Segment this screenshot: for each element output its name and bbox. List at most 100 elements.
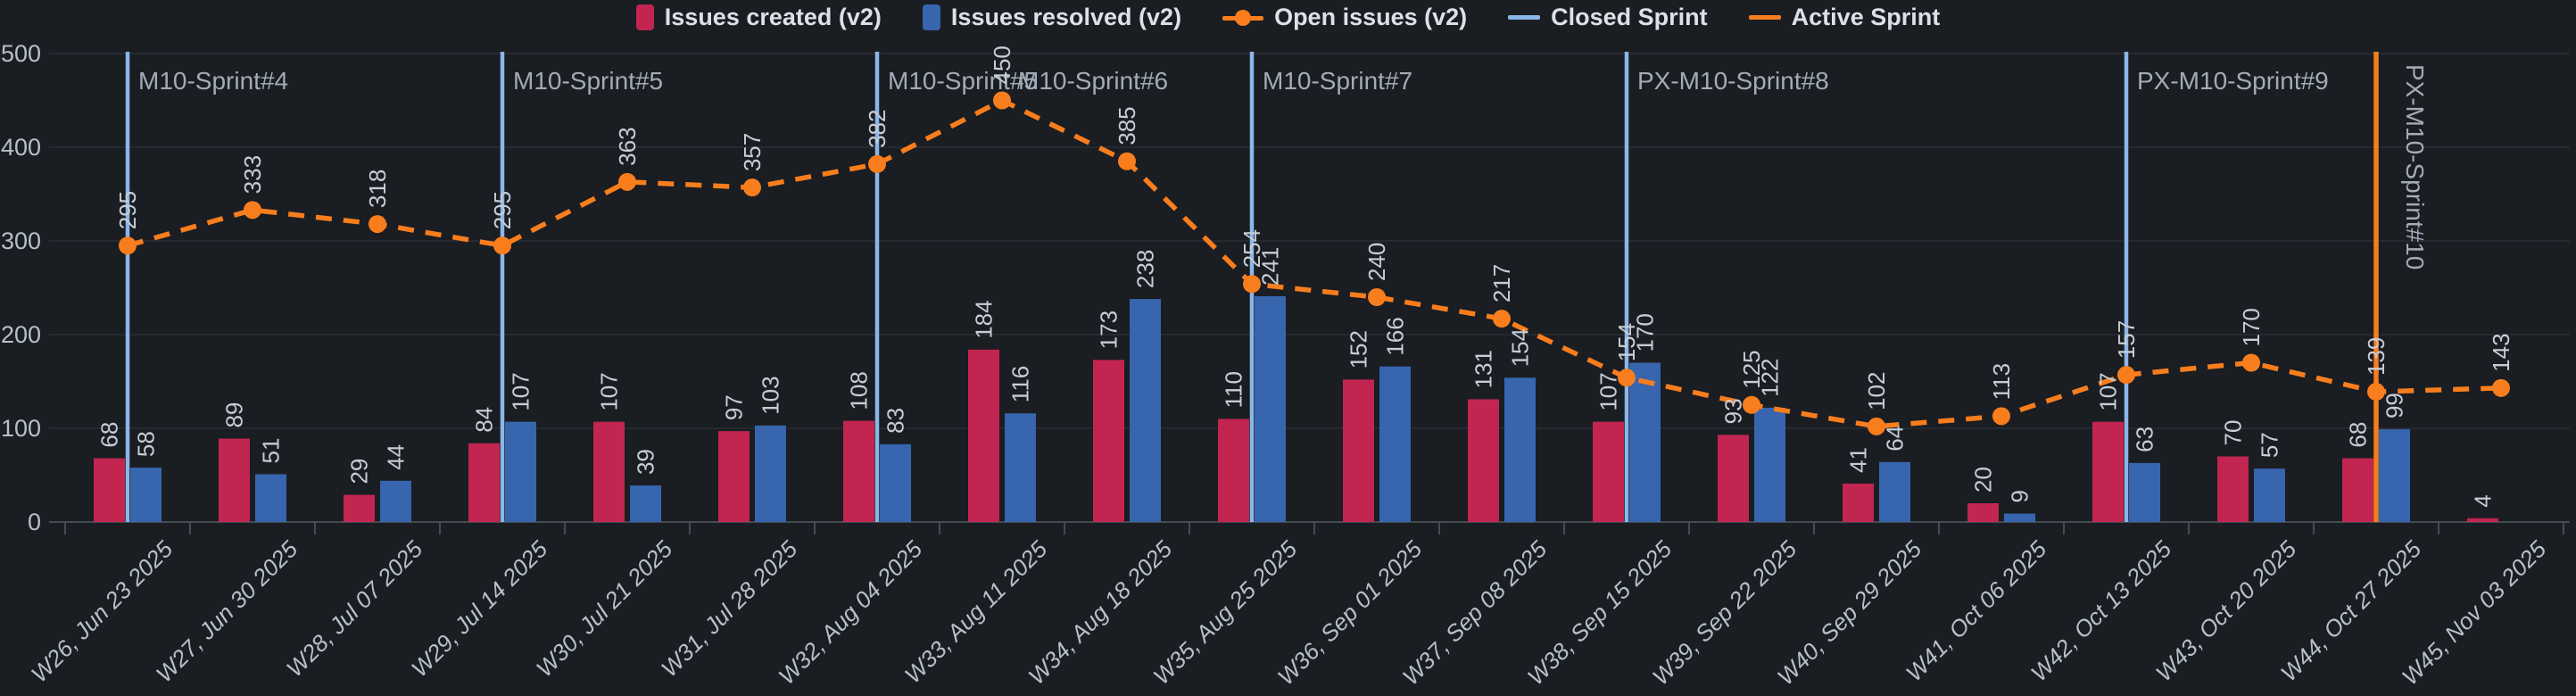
open-issues-point[interactable]	[1368, 288, 1386, 306]
bar-resolved[interactable]	[505, 421, 536, 522]
created-value-label: 184	[971, 300, 998, 338]
bar-resolved[interactable]	[255, 474, 286, 522]
y-axis-tick-label: 400	[1, 134, 41, 161]
bar-created[interactable]	[1593, 421, 1624, 522]
open-value-label: 154	[1613, 323, 1640, 361]
open-value-label: 157	[2113, 320, 2140, 359]
legend-line-swatch	[1748, 15, 1781, 20]
bar-resolved[interactable]	[2254, 468, 2285, 522]
open-issues-point[interactable]	[119, 236, 137, 255]
bar-created[interactable]	[219, 438, 250, 522]
resolved-value-label: 58	[133, 431, 160, 457]
bar-created[interactable]	[2467, 518, 2498, 522]
open-issues-point[interactable]	[743, 178, 761, 197]
bars-issues-created[interactable]	[94, 349, 2498, 523]
bar-resolved[interactable]	[2379, 429, 2410, 522]
open-value-label: 240	[1363, 243, 1390, 281]
created-value-label: 107	[596, 372, 623, 410]
open-issues-point[interactable]	[993, 91, 1011, 110]
bar-created[interactable]	[718, 431, 750, 522]
created-value-label: 107	[2095, 372, 2122, 410]
chart-legend: Issues created (v2) Issues resolved (v2) O…	[0, 4, 2576, 31]
resolved-value-label: 122	[1757, 359, 1784, 397]
legend-item-open-issues-v2[interactable]: Open issues (v2)	[1222, 4, 1467, 31]
bar-resolved[interactable]	[630, 485, 661, 522]
created-value-label: 152	[1346, 330, 1372, 369]
bar-resolved[interactable]	[1754, 407, 1785, 522]
open-issues-point[interactable]	[1743, 395, 1760, 414]
created-value-label: 108	[846, 371, 873, 410]
legend-item-issues-created-v2[interactable]: Issues created (v2)	[635, 4, 882, 31]
open-issues-point[interactable]	[1243, 275, 1261, 294]
legend-item-active-sprint[interactable]: Active Sprint	[1748, 4, 1941, 31]
bar-created[interactable]	[2092, 421, 2124, 522]
open-issues-point[interactable]	[244, 201, 261, 220]
created-value-label: 173	[1096, 311, 1122, 349]
bars-issues-resolved[interactable]	[130, 295, 2410, 523]
open-issues-point[interactable]	[1868, 417, 1885, 435]
open-value-label: 333	[239, 155, 266, 194]
open-issues-point[interactable]	[1493, 310, 1511, 328]
bar-created[interactable]	[593, 421, 625, 522]
bar-resolved[interactable]	[755, 425, 786, 522]
bar-resolved[interactable]	[2129, 462, 2160, 522]
sprint-line-label: PX-M10-Sprint#9	[2137, 67, 2329, 95]
open-issues-point[interactable]	[1118, 152, 1136, 170]
legend-item-closed-sprint[interactable]: Closed Sprint	[1508, 4, 1708, 31]
bar-resolved[interactable]	[880, 443, 911, 522]
bar-created[interactable]	[1718, 435, 1749, 522]
open-value-label: 318	[364, 170, 391, 208]
open-value-label: 295	[114, 191, 141, 229]
open-issues-point[interactable]	[618, 172, 636, 191]
sprint-line-label: PX-M10-Sprint#10	[2401, 64, 2429, 269]
legend-item-issues-resolved-v2[interactable]: Issues resolved (v2)	[922, 4, 1181, 31]
bar-resolved[interactable]	[1005, 413, 1036, 522]
x-axis-category-label: W28, Jul 07 2025	[281, 535, 428, 683]
bar-resolved[interactable]	[1629, 362, 1661, 523]
legend-item-label: Active Sprint	[1791, 4, 1941, 30]
bar-created[interactable]	[344, 494, 375, 522]
resolved-value-label: 166	[1382, 317, 1409, 355]
resolved-value-label: 9	[2007, 490, 2033, 502]
bar-resolved[interactable]	[130, 468, 162, 522]
bar-created[interactable]	[1093, 360, 1124, 522]
resolved-value-label: 64	[1882, 426, 1909, 452]
open-issues-point[interactable]	[493, 236, 511, 255]
open-issues-point[interactable]	[2367, 383, 2385, 402]
bar-created[interactable]	[1343, 379, 1374, 522]
bar-created[interactable]	[468, 443, 500, 522]
bar-resolved[interactable]	[1879, 461, 1910, 522]
bar-resolved[interactable]	[380, 480, 411, 522]
resolved-value-label: 241	[1257, 247, 1284, 286]
open-issues-point[interactable]	[1618, 369, 1636, 387]
bar-created[interactable]	[2342, 458, 2373, 522]
legend-square-swatch	[922, 4, 940, 30]
bar-resolved[interactable]	[1504, 377, 1536, 522]
bar-created[interactable]	[1218, 418, 1249, 523]
bar-created[interactable]	[1967, 503, 1999, 522]
bar-resolved[interactable]	[1130, 299, 1161, 522]
resolved-value-label: 51	[258, 438, 285, 464]
bar-created[interactable]	[1468, 399, 1499, 522]
created-value-label: 20	[1970, 467, 1997, 493]
bar-resolved[interactable]	[1379, 366, 1411, 522]
open-issues-point[interactable]	[369, 215, 386, 234]
created-value-label: 131	[1470, 350, 1497, 388]
resolved-value-label: 170	[1632, 313, 1659, 352]
open-issues-point[interactable]	[2492, 378, 2510, 397]
bar-created[interactable]	[94, 458, 125, 522]
bar-created[interactable]	[968, 349, 999, 522]
open-issues-point[interactable]	[2117, 366, 2135, 385]
created-value-label: 4	[2470, 494, 2497, 507]
bar-created[interactable]	[1843, 483, 1874, 522]
bar-created[interactable]	[843, 420, 874, 522]
bar-resolved[interactable]	[1255, 295, 1286, 522]
open-issues-line[interactable]	[127, 97, 2502, 429]
bar-resolved[interactable]	[2004, 513, 2035, 522]
created-value-label: 110	[1221, 371, 1247, 408]
open-issues-point[interactable]	[1992, 407, 2010, 426]
bar-created[interactable]	[2217, 456, 2249, 523]
open-issues-point[interactable]	[2242, 353, 2260, 372]
open-issues-point[interactable]	[868, 154, 886, 173]
